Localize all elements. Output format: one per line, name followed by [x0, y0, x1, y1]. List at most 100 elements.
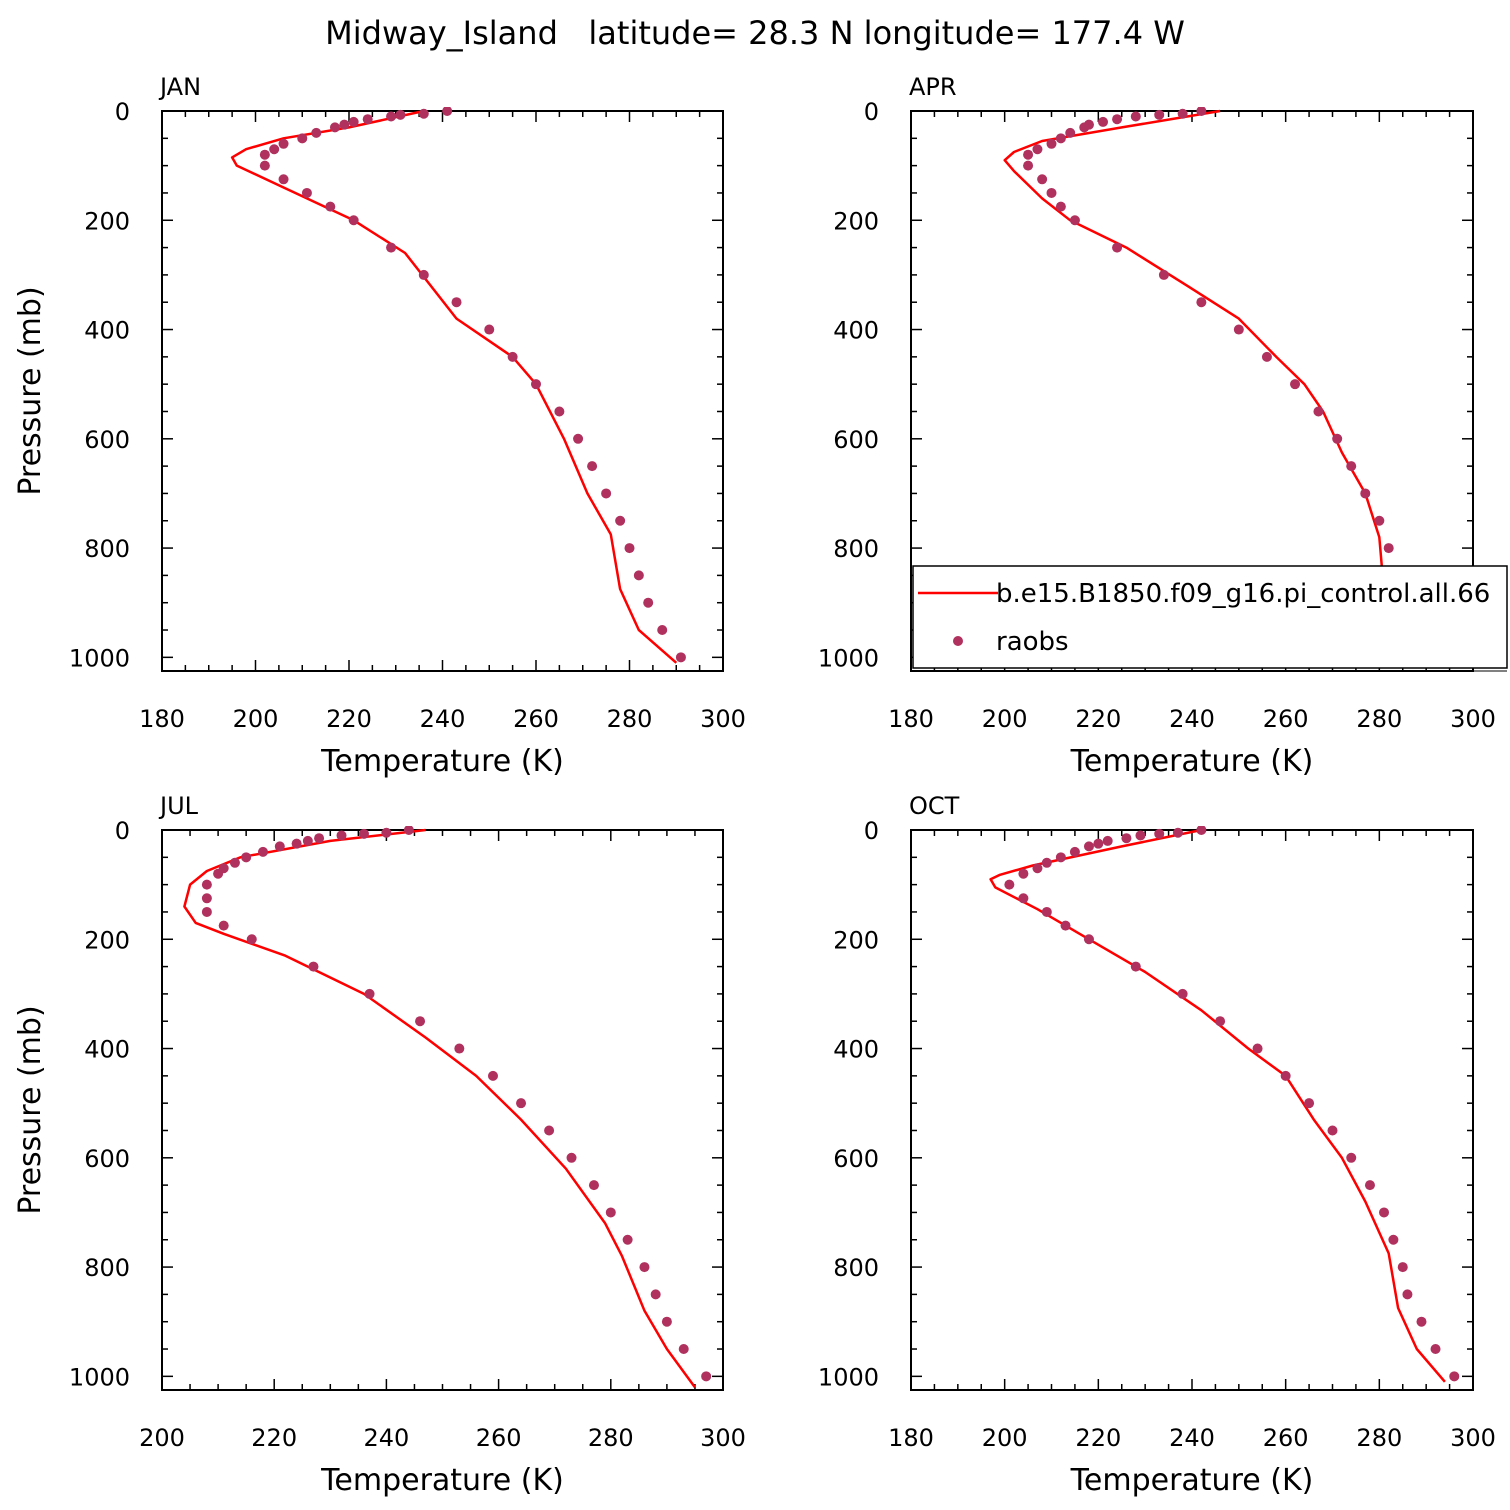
raobs-point [1112, 242, 1123, 253]
raobs-point [588, 1180, 599, 1191]
raobs-point [403, 826, 414, 835]
raobs-point [229, 857, 240, 868]
raobs-point [1379, 1207, 1390, 1218]
raobs-point [1069, 846, 1080, 857]
raobs-point [454, 1043, 465, 1054]
raobs-point [301, 187, 312, 198]
plot-frame [161, 110, 724, 672]
raobs-point [1023, 160, 1034, 171]
raobs-point [329, 122, 340, 133]
raobs-point [362, 114, 373, 125]
raobs-point [1154, 109, 1165, 120]
raobs-point [348, 116, 359, 127]
y-tick-label: 200 [833, 926, 879, 954]
raobs-point [601, 488, 612, 499]
x-tick-label: 220 [326, 705, 372, 733]
legend-box [912, 565, 1508, 669]
model-series-line [989, 828, 1446, 1383]
raobs-point [1304, 1098, 1315, 1109]
raobs-point [1112, 114, 1123, 125]
raobs-point [643, 597, 654, 608]
raobs-point [201, 893, 212, 904]
raobs-point [442, 107, 453, 116]
y-tick-label: 200 [84, 926, 130, 954]
raobs-point [1083, 934, 1094, 945]
raobs-point [1280, 1070, 1291, 1081]
raobs-point [336, 830, 347, 841]
raobs-point [1093, 838, 1104, 849]
raobs-point [311, 127, 322, 138]
raobs-point [1046, 138, 1057, 149]
y-tick-label: 400 [84, 1036, 130, 1064]
raobs-point [1121, 833, 1132, 844]
x-tick-label: 260 [476, 1424, 522, 1452]
y-tick-label: 1000 [818, 1363, 879, 1391]
raobs-point [1172, 827, 1183, 838]
raobs-point [218, 920, 229, 931]
raobs-point [257, 846, 268, 857]
raobs-point [302, 835, 313, 846]
panel-label: APR [909, 73, 957, 101]
panels: 180 200 220 240 260 280 300 0 200 400 600 800 1000 JA… [13, 73, 1496, 1498]
x-tick-label: 200 [982, 1424, 1028, 1452]
raobs-point [291, 838, 302, 849]
y-tick-label: 400 [833, 317, 879, 345]
raobs-point [259, 149, 270, 160]
model-series-line [1003, 109, 1428, 664]
raobs-point [308, 961, 319, 972]
raobs-point [246, 934, 257, 945]
raobs-point [386, 111, 397, 122]
raobs-point [1098, 116, 1109, 127]
plot-data [1003, 107, 1436, 664]
x-axis-title: Temperature (K) [320, 744, 564, 779]
raobs-point [1196, 826, 1207, 835]
raobs-point [1069, 215, 1080, 226]
raobs-point [1130, 111, 1141, 122]
raobs-point [1046, 187, 1057, 198]
raobs-point [1332, 433, 1343, 444]
raobs-point [339, 119, 350, 130]
raobs-point [381, 827, 392, 838]
raobs-point [531, 379, 541, 390]
raobs-point [415, 1016, 426, 1027]
y-tick-label: 1000 [818, 644, 879, 672]
y-tick-label: 800 [84, 1254, 130, 1282]
x-tick-label: 280 [1356, 705, 1402, 733]
raobs-point [1215, 1016, 1226, 1027]
raobs-point [1430, 1344, 1441, 1355]
raobs-point [1402, 1289, 1413, 1300]
x-tick-label: 260 [513, 705, 559, 733]
raobs-point [314, 833, 325, 844]
raobs-point [1055, 852, 1066, 863]
raobs-point [1360, 488, 1371, 499]
raobs-point [633, 570, 644, 581]
raobs-point [1327, 1125, 1338, 1136]
raobs-point [348, 215, 359, 226]
raobs-point [418, 269, 429, 280]
x-axis-title: Temperature (K) [1070, 1463, 1314, 1498]
panel-label: OCT [909, 792, 960, 820]
raobs-point [1364, 1180, 1375, 1191]
x-tick-label: 240 [420, 705, 466, 733]
x-tick-label: 240 [1169, 1424, 1215, 1452]
y-tick-label: 600 [84, 426, 130, 454]
raobs-point [1388, 1234, 1399, 1245]
raobs-point [364, 988, 375, 999]
raobs-point [1041, 906, 1052, 917]
y-tick-label: 0 [115, 817, 130, 845]
raobs-point [418, 108, 429, 119]
raobs-point [587, 461, 598, 472]
raobs-point [213, 868, 224, 879]
raobs-point [1055, 133, 1066, 144]
raobs-point [484, 324, 495, 335]
panel-jan: 180 200 220 240 260 280 300 0 200 400 600 800 1000 JA… [13, 73, 746, 779]
y-axis-title: Pressure (mb) [13, 286, 48, 495]
raobs-point [1004, 879, 1015, 890]
raobs-point [624, 543, 635, 554]
y-tick-label: 0 [115, 98, 130, 126]
x-tick-label: 200 [982, 705, 1028, 733]
legend-obs-marker [953, 636, 963, 646]
raobs-point [1290, 379, 1301, 390]
legend-obs-label: raobs [996, 627, 1069, 657]
raobs-point [1261, 351, 1272, 362]
